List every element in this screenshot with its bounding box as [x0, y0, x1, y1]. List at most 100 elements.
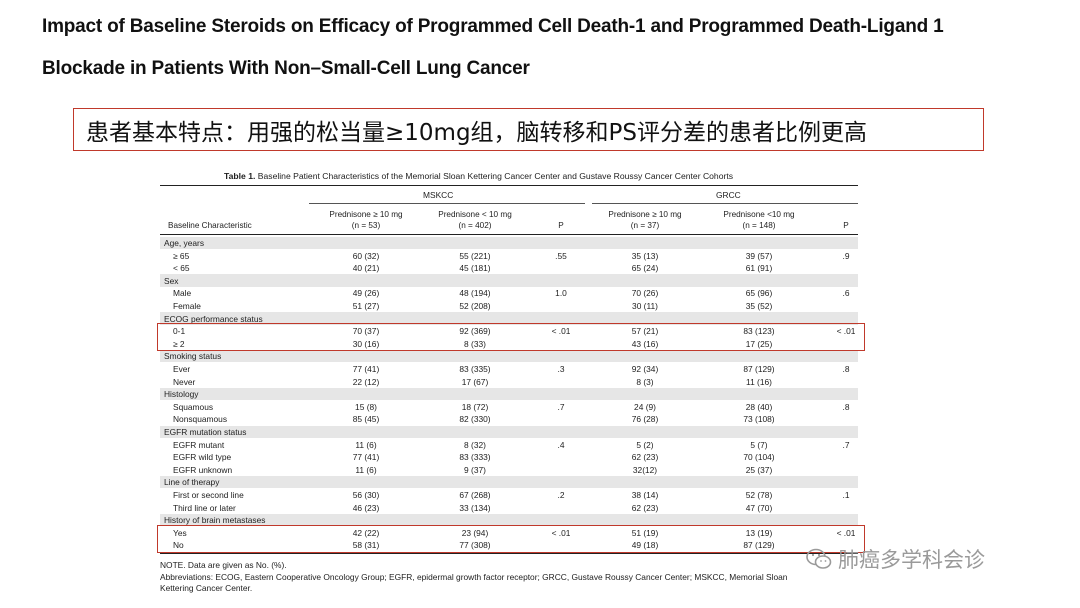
table-cell: 67 (268): [459, 490, 491, 500]
table-note: NOTE. Data are given as No. (%).: [160, 560, 287, 570]
row-label: Third line or later: [173, 502, 236, 513]
row-label: Nonsquamous: [173, 414, 228, 425]
table-top-rule: [160, 185, 858, 186]
wechat-icon: [806, 548, 832, 569]
header-bottom-rule: [160, 234, 858, 235]
col-header-line1: Prednisone < 10 mg: [438, 210, 512, 219]
grcc-group-rule: [592, 203, 858, 204]
brain-metastases-highlight-box: [157, 525, 865, 553]
table-cell: 62 (23): [631, 502, 659, 513]
table-cell: 11 (6): [355, 464, 377, 475]
table-cell: 33 (134): [459, 502, 491, 513]
table-cell: 48 (194): [459, 288, 491, 299]
summary-callout: 患者基本特点：用强的松当量≥10mg组，脑转移和PS评分差的患者比例更高: [73, 108, 984, 151]
section-row-shade: [160, 387, 858, 401]
table-cell: 17 (25): [745, 338, 773, 349]
table-cell: 70 (26): [631, 288, 659, 299]
table-cell: 35 (13): [631, 250, 659, 261]
table-cell: 87 (129): [743, 364, 775, 374]
table-abbreviations: Abbreviations: ECOG, Eastern Cooperative…: [160, 572, 788, 582]
table-cell: < .01: [551, 326, 571, 337]
table-cell: 70 (37): [352, 326, 380, 337]
col-header-line1: Prednisone ≥ 10 mg: [608, 210, 682, 219]
slide-title-line-1: Impact of Baseline Steroids on Efficacy …: [42, 16, 944, 37]
table-cell: .9: [842, 250, 850, 261]
section-label: History of brain metastases: [164, 515, 266, 526]
table-cell: 56 (30): [352, 490, 380, 500]
col-header: P: [501, 220, 621, 231]
table-cell: 57 (21): [631, 326, 659, 337]
table-cell: .3: [557, 364, 565, 374]
table-cell: 49 (26): [352, 288, 380, 299]
table-cell: 52 (78): [745, 490, 773, 500]
section-row-shade: [160, 236, 858, 250]
table-cell: 87 (129): [743, 540, 775, 551]
table-bottom-rule: [160, 553, 858, 554]
col-header: Prednisone ≥ 10 mg (n = 53): [306, 209, 426, 231]
table-cell: 77 (308): [459, 540, 491, 551]
table-cell: 83 (123): [743, 326, 775, 337]
table-cell: 49 (18): [631, 540, 659, 551]
table-cell: 82 (330): [459, 414, 491, 425]
table-cell: 35 (52): [745, 301, 773, 311]
mskcc-group-rule: [309, 203, 585, 204]
table-cell: < .01: [836, 326, 856, 337]
table-cell: 60 (32): [352, 250, 380, 261]
table-cell: 8 (3): [636, 376, 654, 387]
table-cell: .4: [557, 439, 565, 450]
table-cell: 58 (31): [352, 540, 380, 551]
table-cell: 65 (96): [745, 288, 773, 299]
row-label: < 65: [173, 263, 190, 274]
col-header: Prednisone <10 mg (n = 148): [699, 209, 819, 231]
row-label: Male: [173, 288, 192, 299]
table-cell: 76 (28): [631, 414, 659, 425]
table-cell: 83 (335): [459, 364, 491, 374]
section-label: ECOG performance status: [164, 313, 263, 324]
table-cell: 52 (208): [459, 301, 491, 311]
col-header-line2: (n = 53): [351, 221, 381, 230]
table-cell: 30 (16): [352, 338, 380, 349]
row-label: EGFR wild type: [173, 452, 232, 463]
col-header-characteristic: Baseline Characteristic: [168, 221, 252, 230]
table-cell: 39 (57): [745, 250, 773, 261]
table-cell: < .01: [551, 527, 571, 538]
col-header: Prednisone < 10 mg (n = 402): [415, 209, 535, 231]
section-label: EGFR mutation status: [164, 427, 247, 437]
row-label: EGFR unknown: [173, 464, 233, 475]
table-cell: 8 (32): [464, 439, 486, 450]
table-cell: 8 (33): [464, 338, 486, 349]
row-label: No: [173, 540, 184, 551]
col-header: P: [786, 220, 906, 231]
table-cell: 85 (45): [352, 414, 380, 425]
table-cell: .55: [555, 250, 567, 261]
table-cell: 13 (19): [745, 527, 773, 538]
section-label: Sex: [164, 275, 179, 286]
row-label: ≥ 2: [173, 338, 185, 349]
table-cell: 43 (16): [631, 338, 659, 349]
row-label: Female: [173, 301, 201, 311]
table-cell: 51 (19): [631, 527, 659, 538]
table-cell: 77 (41): [352, 452, 380, 463]
table-cell: 61 (91): [745, 263, 773, 274]
table-cell: .8: [842, 364, 850, 374]
section-row-shade: [160, 513, 858, 527]
group-header-grcc: GRCC: [716, 190, 741, 200]
col-header-line2: (n = 37): [630, 221, 660, 230]
section-row-shade: [160, 312, 858, 325]
table-cell: 25 (37): [745, 464, 773, 475]
wechat-watermark: 肺癌多学科会诊: [806, 544, 985, 574]
table-cell: 15 (8): [355, 401, 377, 412]
row-label: Ever: [173, 364, 191, 374]
col-header-line1: P: [558, 221, 564, 230]
col-header-line1: Prednisone <10 mg: [723, 210, 795, 219]
table-cell: 65 (24): [631, 263, 659, 274]
table-caption-text: Baseline Patient Characteristics of the …: [257, 171, 734, 181]
table-cell: 45 (181): [459, 263, 491, 274]
section-row-shade: [160, 425, 858, 439]
table-cell: 73 (108): [743, 414, 775, 425]
table-cell: .2: [557, 490, 565, 500]
table-cell: 11 (6): [355, 439, 377, 450]
table-cell: < .01: [836, 527, 856, 538]
table-cell: 5 (2): [636, 439, 654, 450]
row-label: EGFR mutant: [173, 439, 225, 450]
